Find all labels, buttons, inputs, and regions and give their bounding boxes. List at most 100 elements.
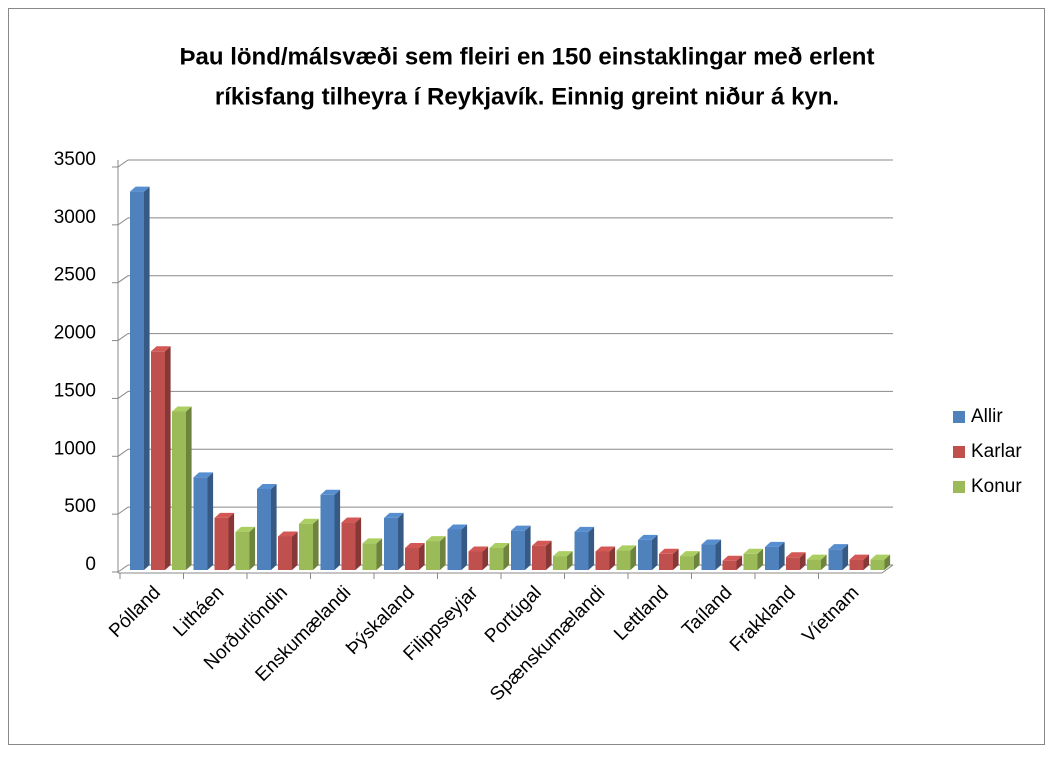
y-tick-label: 3000	[54, 207, 96, 228]
grid-line	[117, 333, 129, 341]
chart-title: ríkisfang tilheyra í Reykjavík. Einnig g…	[215, 83, 839, 110]
bar-side	[186, 406, 192, 570]
bar-top	[532, 540, 552, 546]
legend-swatch	[953, 446, 965, 458]
bar	[299, 523, 313, 570]
bar-side	[503, 543, 510, 570]
bar-top	[849, 554, 870, 560]
y-tick-label: 1000	[54, 438, 96, 459]
bar	[659, 553, 673, 570]
grid-line	[117, 217, 129, 226]
bar	[786, 557, 800, 570]
bar-top	[638, 534, 658, 540]
bar	[214, 517, 229, 570]
bar-side	[461, 524, 468, 570]
bar-side	[588, 526, 595, 570]
grid-line	[117, 391, 129, 399]
bar-top	[680, 551, 700, 557]
bar	[257, 489, 271, 570]
bar-top	[405, 543, 425, 549]
bar	[426, 541, 440, 570]
bar-side	[757, 548, 764, 570]
bar	[553, 556, 567, 570]
bar-top	[807, 554, 827, 560]
bar	[362, 543, 377, 570]
bar	[278, 536, 292, 570]
bar	[489, 548, 504, 570]
bar	[235, 531, 250, 570]
bar	[320, 494, 335, 570]
bar-side	[334, 489, 341, 570]
bar-side	[609, 546, 616, 570]
bar	[701, 544, 716, 570]
bar-top	[193, 472, 214, 478]
bar-side	[863, 554, 870, 570]
grid-line	[117, 506, 129, 515]
bar	[828, 549, 843, 570]
bar-top	[765, 541, 785, 547]
bar-top	[320, 489, 341, 495]
bar-top	[214, 512, 235, 518]
bar	[743, 553, 758, 570]
y-tick-label: 3500	[54, 149, 96, 170]
y-tick-label: 2000	[54, 323, 96, 344]
bar-top	[341, 517, 362, 523]
bar	[172, 411, 186, 570]
bar-top	[130, 186, 150, 192]
bar-top	[574, 526, 595, 532]
bar-side	[440, 536, 446, 570]
y-tick-label: 2500	[54, 265, 96, 286]
bar-side	[419, 543, 425, 570]
bar-top	[786, 552, 806, 558]
bar	[532, 545, 546, 570]
bar-side	[630, 545, 637, 570]
bar	[616, 550, 631, 570]
bar-side	[736, 555, 743, 570]
bar-side	[800, 552, 806, 570]
bar-side	[207, 472, 214, 570]
y-tick-label: 1500	[54, 380, 96, 401]
chart-title: Þau lönd/málsvæði sem fleiri en 150 eins…	[180, 43, 875, 70]
bar-top	[426, 536, 446, 542]
bar	[807, 559, 821, 570]
bar-side	[567, 551, 573, 570]
bar-top	[299, 518, 319, 524]
bar-side	[228, 512, 235, 570]
bar-side	[482, 546, 489, 570]
bar	[341, 522, 356, 570]
bar-side	[165, 346, 171, 570]
bar-side	[884, 554, 891, 570]
bar-side	[546, 540, 552, 570]
bar-top	[384, 512, 404, 518]
bar	[193, 477, 208, 570]
legend-label: Allir	[971, 406, 1003, 427]
bar-top	[278, 531, 298, 537]
bar-side	[313, 518, 319, 570]
bar-top	[870, 554, 891, 560]
bar	[765, 546, 779, 570]
grid-line	[117, 564, 129, 573]
bar-side	[715, 539, 722, 570]
bar	[680, 556, 694, 570]
bar-side	[398, 512, 404, 570]
bar-top	[659, 548, 679, 554]
bar-side	[842, 544, 849, 570]
legend-swatch	[953, 481, 965, 493]
grid-line	[117, 448, 129, 457]
bar-top	[235, 526, 256, 532]
bar-top	[616, 545, 637, 551]
bar-top	[362, 538, 383, 544]
bar-side	[694, 551, 700, 570]
bar-top	[828, 544, 849, 550]
bar-top	[447, 524, 468, 530]
bar-top	[172, 406, 192, 412]
legend-label: Konur	[971, 476, 1022, 497]
bar	[405, 548, 419, 570]
bar-top	[257, 484, 277, 489]
bar-side	[292, 531, 298, 570]
chart-border	[8, 8, 1045, 745]
bar-side	[144, 186, 150, 570]
bar-side	[673, 548, 679, 570]
bar-side	[271, 484, 277, 570]
